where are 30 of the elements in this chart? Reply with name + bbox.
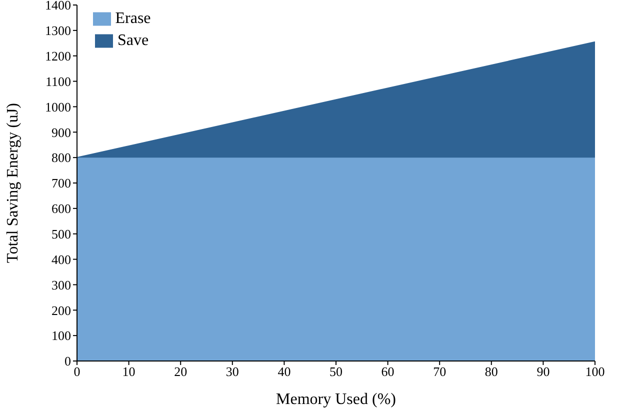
legend-label: Save bbox=[117, 32, 149, 49]
y-tick-label: 1100 bbox=[45, 74, 71, 89]
y-tick-label: 500 bbox=[52, 226, 71, 242]
legend-label: Erase bbox=[115, 10, 151, 27]
x-tick-label: 100 bbox=[585, 364, 605, 380]
y-tick-label: 1000 bbox=[45, 99, 71, 114]
y-tick-label: 200 bbox=[52, 302, 71, 318]
x-tick-label: 10 bbox=[122, 364, 136, 380]
y-tick-label: 1300 bbox=[45, 23, 71, 38]
y-tick-label: 800 bbox=[52, 150, 71, 166]
x-tick-label: 40 bbox=[278, 364, 291, 380]
y-tick-label: 600 bbox=[52, 201, 71, 216]
x-tick-label: 0 bbox=[74, 364, 80, 380]
y-tick-label: 1200 bbox=[45, 48, 71, 64]
y-tick-label: 900 bbox=[52, 124, 71, 140]
y-tick-label: 1400 bbox=[45, 0, 71, 13]
x-tick-label: 30 bbox=[226, 364, 239, 380]
x-tick-label: 50 bbox=[330, 364, 342, 380]
y-tick-label: 400 bbox=[52, 252, 71, 267]
x-tick-label: 70 bbox=[433, 364, 446, 380]
x-tick-label: 60 bbox=[381, 364, 394, 380]
y-axis-title: Total Saving Energy (uJ) bbox=[4, 103, 22, 263]
x-tick-label: 80 bbox=[484, 364, 498, 380]
y-tick-label: 100 bbox=[52, 328, 71, 344]
x-axis-title: Memory Used (%) bbox=[276, 391, 396, 408]
y-tick-label: 0 bbox=[64, 354, 71, 369]
y-tick-label: 300 bbox=[52, 277, 71, 292]
x-tick-label: 20 bbox=[174, 364, 188, 380]
y-tick-label: 700 bbox=[52, 176, 71, 191]
x-tick-label: 90 bbox=[536, 364, 550, 380]
